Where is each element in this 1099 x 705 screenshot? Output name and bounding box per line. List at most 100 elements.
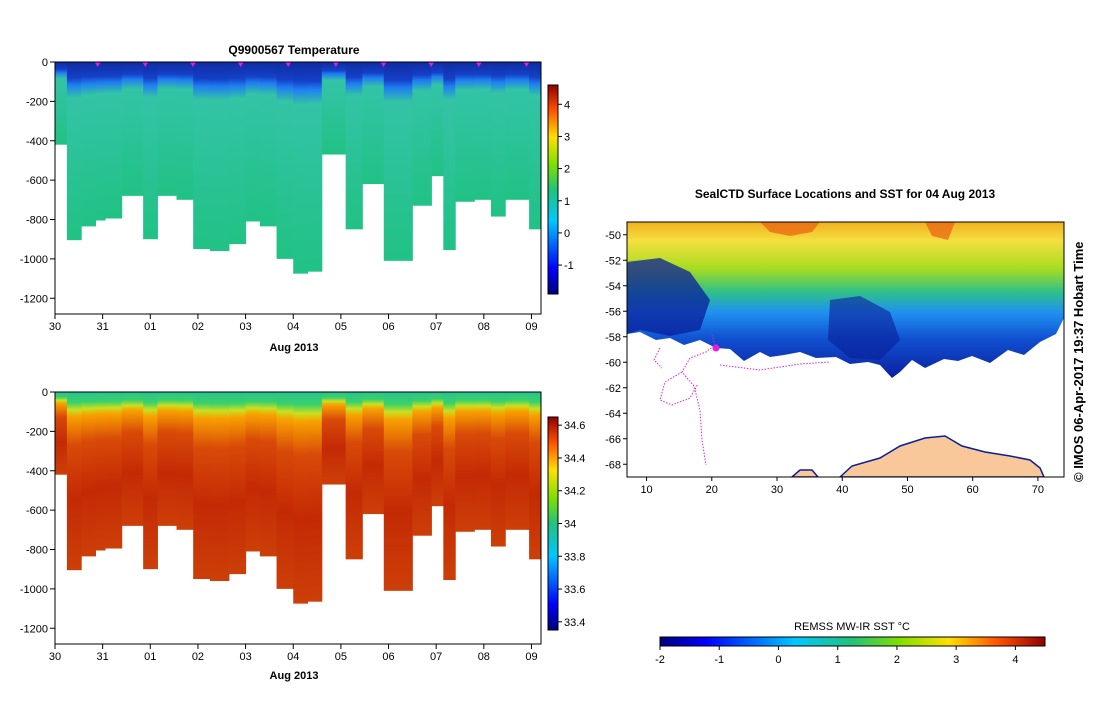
temperature-x-label: Aug 2013 [270,342,319,354]
colorbar-tick-label: 3 [564,131,570,143]
sst-map-panel: SealCTD Surface Locations and SST for 04… [605,187,1086,666]
temperature-profile-columns [55,62,542,274]
lon-tick-label: 40 [836,484,848,496]
x-tick-label: 01 [144,651,156,663]
profile-column [105,392,123,549]
colorbar-tick-label: 34 [564,519,576,531]
x-tick-label: 01 [144,321,156,333]
lat-tick-label: -66 [605,434,621,446]
colorbar-tick-label: 33.8 [564,551,585,563]
sst-warm-patch [760,222,820,236]
profile-column [362,392,385,515]
profile-marker [94,62,101,67]
sst-colorbar-tick-label: 2 [894,654,900,666]
temperature-plot-frame [54,61,542,315]
profile-column [228,392,247,575]
profile-column [505,392,530,530]
x-tick-label: 05 [335,651,347,663]
profile-column [412,62,432,206]
profile-column [431,62,444,177]
y-tick-label: -400 [26,136,48,148]
sst-cold-patch [627,258,710,336]
temperature-title: Q9900567 Temperature [228,43,360,57]
y-tick-label: -600 [26,505,48,517]
temperature-x-axis: 30 31 01 02 03 04 05 06 07 08 09 [49,314,538,333]
profile-marker [380,62,387,67]
colorbar-tick-label: 34.2 [564,486,585,498]
x-tick-label: 06 [382,651,394,663]
y-tick-label: -1200 [20,623,48,635]
sst-colorbar-ticks: -2 -1 0 1 2 3 4 [655,646,1018,666]
sst-colorbar-tick-label: 4 [1012,654,1018,666]
profile-column [490,62,506,217]
y-tick-label: -1000 [20,584,48,596]
sst-cold-patch-2 [828,296,900,360]
profile-column [276,62,294,259]
profile-marker [142,62,149,67]
profile-column [474,392,492,530]
y-tick-label: -200 [26,426,48,438]
profile-column [412,392,432,536]
x-tick-label: 09 [525,651,537,663]
profile-column [490,392,506,547]
lat-tick-label: -62 [605,383,621,395]
y-tick-label: -1200 [20,293,48,305]
lat-tick-label: -54 [605,281,621,293]
profile-column [307,392,323,602]
profile-column [259,392,278,557]
profile-column [105,62,123,219]
x-tick-label: 02 [192,651,204,663]
x-tick-label: 31 [97,321,109,333]
profile-column [245,392,261,552]
lon-tick-label: 10 [640,484,652,496]
y-tick-label: -400 [26,466,48,478]
sst-map-title: SealCTD Surface Locations and SST for 04… [695,187,996,201]
x-tick-label: 30 [49,321,61,333]
x-tick-label: 08 [478,651,490,663]
profile-marker [237,62,244,67]
colorbar-tick-label: 1 [564,196,570,208]
profile-column [209,392,230,581]
antarctica-land [790,435,1045,477]
profile-column [81,392,96,557]
y-tick-label: -1000 [20,254,48,266]
x-tick-label: 30 [49,651,61,663]
colorbar-tick-label: 34.4 [564,453,585,465]
sst-warm-patch-2 [925,222,955,240]
profile-marker [189,62,196,67]
profile-marker [285,62,292,67]
sst-map-longitude-axis: 10 20 30 40 50 60 70 [640,477,1044,496]
profile-column [55,392,68,475]
imos-timestamp: © IMOS 06-Apr-2017 19:37 Hobart Time [1071,241,1086,482]
profile-column [143,62,158,240]
temperature-colorbar [547,84,559,295]
x-tick-label: 04 [287,321,299,333]
colorbar-tick-label: -1 [564,260,574,272]
profile-column [431,392,444,507]
x-tick-label: 07 [430,651,442,663]
profile-column [293,62,309,274]
salinity-x-label: Aug 2013 [270,670,319,682]
profile-column [321,392,347,485]
colorbar-tick-label: 33.6 [564,584,585,596]
lat-tick-label: -56 [605,306,621,318]
profile-column [176,392,194,530]
lon-tick-label: 60 [967,484,979,496]
profile-column [66,392,82,571]
profile-column [157,392,177,526]
salinity-panel: 0 -200 -400 -600 -800 -1000 -1200 30 31 01 02 03 04… [20,387,586,682]
profile-column [176,62,194,200]
profile-column [81,62,96,227]
colorbar-tick-label: 0 [564,228,570,240]
profile-column [293,392,309,604]
seal-current-location [712,344,720,352]
profile-column [345,62,363,230]
y-tick-label: -600 [26,175,48,187]
profile-column [95,62,106,221]
profile-column [474,62,492,200]
x-tick-label: 02 [192,321,204,333]
profile-marker [523,62,530,67]
profile-column [55,62,68,145]
profile-marker [332,62,339,67]
